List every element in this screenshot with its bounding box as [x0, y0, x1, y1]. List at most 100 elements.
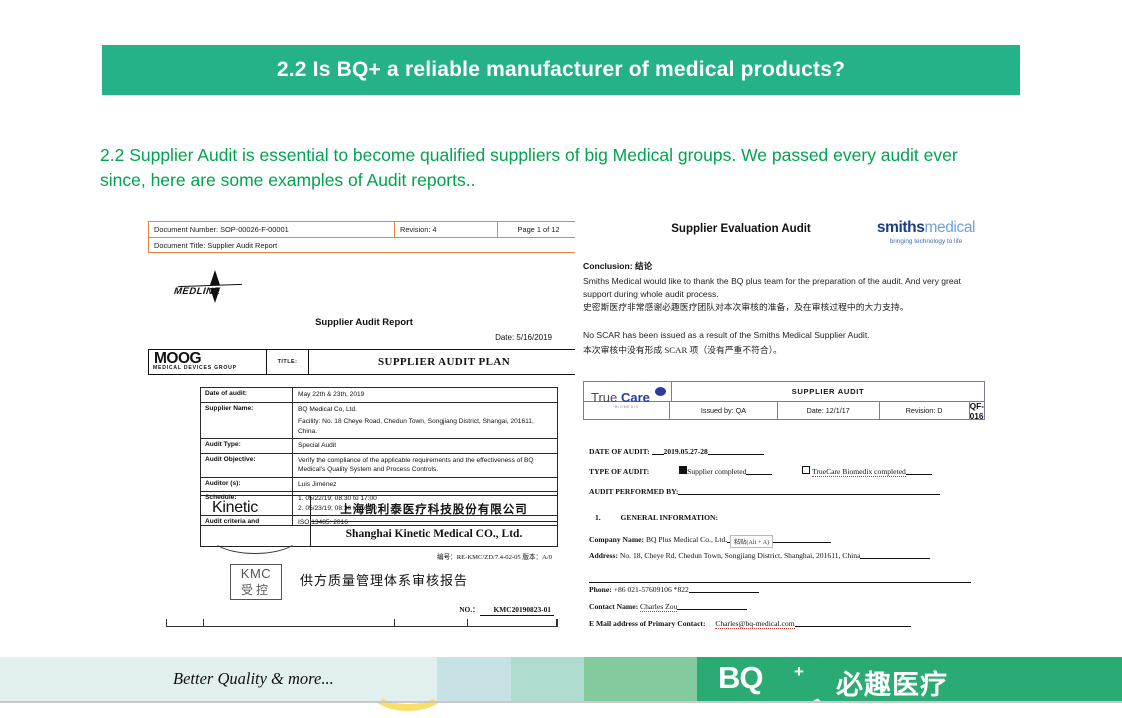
table-cell — [395, 619, 468, 626]
table-cell — [167, 619, 204, 626]
row-key: Schedule: — [201, 492, 293, 515]
row-value: ISO 13485: 2016 — [298, 519, 348, 525]
supplier-evaluation-audit-title: Supplier Evaluation Audit — [671, 223, 811, 235]
row-value-line1: 1. 05/22/19; 08:30 to 17:00 — [298, 495, 377, 502]
bq-swoosh-icon — [738, 672, 830, 718]
smiths-tagline: bringing technology to life — [889, 238, 963, 245]
medline-logo-icon: MEDLINE — [173, 269, 244, 305]
moog-title-label: TITLE: — [267, 350, 309, 374]
address-continuation-line — [589, 573, 971, 583]
row-value-line2: Facility: No. 18 Cheye Road, Chedun Town… — [298, 418, 534, 435]
kinetic-table-fragment — [166, 619, 558, 627]
company-name-value: BQ Plus Medical Co., Ltd. — [645, 535, 728, 544]
table-row: Issued by: QA Date: 12/1/17 Revision: D … — [584, 401, 984, 421]
kinetic-no-label: NO.： — [459, 605, 480, 614]
table-row: Audit Objective: Verify the compliance o… — [201, 453, 557, 478]
conclusion-text-cn: 史密斯医疗非常感谢必趣医疗团队对本次审核的准备，及在审核过程中的大力支持。 — [583, 302, 909, 312]
bq-wordmark: BQ — [718, 660, 763, 695]
medline-arrow-up-icon — [210, 270, 220, 285]
row-key: Audit Objective: — [201, 453, 293, 477]
speech-bubble-icon — [655, 387, 666, 396]
document-title-row: Document Title: Supplier Audit Report — [148, 238, 580, 253]
row-value: BQ Medical Co, Ltd. Facility: No. 18 Che… — [293, 403, 557, 439]
slide-subtitle: 2.2 Supplier Audit is essential to becom… — [100, 145, 958, 190]
email-value: Charles@bq-medical.com — [715, 619, 795, 629]
left-document-image[interactable]: Document Number: SOP-00026-F-00001 Revis… — [148, 221, 580, 641]
type-of-audit-label: TYPE OF AUDIT: — [589, 467, 650, 476]
row-key: Date of audit: — [201, 388, 293, 402]
phone-value: +86 021-57609106 *822 — [613, 585, 689, 594]
truecare-logo-icon: True Care BIOMEDIX — [585, 386, 671, 416]
kinetic-logo-icon: Kinetic — [201, 496, 311, 554]
kinetic-report-row: KMC 受控 供方质量管理体系审核报告 NO.： KMC20190823-01 — [166, 564, 558, 627]
section-title: GENERAL INFORMATION: — [620, 513, 719, 522]
moog-tagline: MEDICAL DEVICES GROUP — [153, 365, 237, 371]
kinetic-no-value: KMC20190823-01 — [479, 605, 554, 616]
section-number: 1. — [595, 513, 601, 522]
kinetic-arc-icon — [209, 516, 301, 554]
contact-name-field: Contact Name: Charles Zou — [589, 600, 748, 612]
row-value: Special Audit — [298, 442, 337, 449]
kinetic-company-name-cn: 上海凯利泰医疗科技股份有限公司 — [311, 496, 557, 522]
smiths-wordmark-1: smiths — [876, 219, 925, 236]
kmc-stamp-bottom: 受控 — [240, 583, 271, 597]
row-value: Verify the compliance of the applicable … — [298, 456, 534, 474]
type-option-1: Supplier completed — [687, 467, 747, 476]
truecare-audit-table: True Care BIOMEDIX SUPPLIER AUDIT Issued… — [583, 381, 985, 421]
moog-header-bar: MOOG MEDICAL DEVICES GROUP TITLE: SUPPLI… — [148, 349, 580, 375]
footer-divider — [0, 701, 1122, 703]
conclusion-heading: Conclusion: 结论 — [583, 261, 653, 271]
company-name-field: Company Name: BQ Plus Medical Co., Ltd. — [589, 533, 832, 544]
issued-by-cell: Issued by: QA — [670, 402, 778, 419]
checkbox-truecare-completed[interactable] — [802, 466, 811, 474]
right-document-image[interactable]: Supplier Evaluation Audit smithsmedical … — [575, 213, 995, 633]
row-value: May 22th & 23th, 2019 — [298, 391, 365, 398]
phone-field: Phone: +86 021-57609106 *822 — [589, 583, 759, 594]
table-cell — [204, 619, 395, 626]
table-cell — [468, 619, 557, 626]
slide-title-banner: 2.2 Is BQ+ a reliable manufacturer of me… — [102, 45, 1020, 95]
kinetic-report-title: 供方质量管理体系审核报告 — [300, 573, 469, 588]
kinetic-report-number: NO.： KMC20190823-01 — [459, 604, 554, 616]
email-field: E Mail address of Primary Contact: Charl… — [589, 617, 911, 629]
row-value: Luis Jiménez — [298, 480, 337, 488]
footer-band — [0, 657, 437, 703]
documents-area: Document Number: SOP-00026-F-00001 Revis… — [0, 213, 1122, 643]
table-row: True Care BIOMEDIX SUPPLIER AUDIT — [584, 382, 984, 409]
scar-text-en: No SCAR has been issued as a result of t… — [583, 330, 870, 340]
kinetic-wordmark: Kinetic — [212, 499, 258, 516]
date-of-audit-field: DATE OF AUDIT: 2019.05.27-28 — [589, 445, 764, 456]
row-value-line2: 2. 05/23/19; 08:30 to 16:00 — [298, 504, 377, 512]
row-key: Auditor (s): — [201, 477, 293, 491]
date-of-audit-label: DATE OF AUDIT: — [589, 447, 650, 456]
kinetic-header-box: Kinetic 上海凯利泰医疗科技股份有限公司 Shanghai Kinetic… — [200, 495, 558, 554]
date-cell: Date: 12/1/17 — [778, 402, 880, 419]
kmc-stamp-top: KMC — [240, 566, 272, 581]
supplier-audit-report-date: Date: 5/16/2019 — [495, 333, 552, 342]
supplier-audit-report-title: Supplier Audit Report — [315, 317, 413, 328]
kinetic-company-names: 上海凯利泰医疗科技股份有限公司 Shanghai Kinetic Medical… — [311, 496, 557, 546]
company-name-label: Company Name: — [589, 535, 645, 544]
table-cell-empty — [584, 402, 671, 419]
truecare-wordmark-2: Care — [621, 390, 650, 405]
contact-name-value: Charles Zou — [640, 602, 678, 612]
smiths-medical-logo-icon: smithsmedical bringing technology to lif… — [856, 219, 996, 245]
medline-arrow-down-icon — [210, 288, 220, 303]
footer-band — [437, 657, 511, 703]
bq-plus-sign: + — [794, 662, 804, 681]
scar-text-cn: 本次审核中没有形成 SCAR 项（没有严重不符合）。 — [583, 345, 782, 355]
table-row: Audit Type: Special Audit — [201, 439, 557, 454]
kinetic-company-name-en: Shanghai Kinetic Medical CO., Ltd. — [345, 528, 523, 540]
truecare-sublabel: BIOMEDIX — [615, 405, 639, 409]
row-key: Audit Type: — [201, 439, 293, 453]
phone-label: Phone: — [589, 585, 612, 594]
document-page: Page 1 of 12 — [517, 225, 560, 234]
document-number: Document Number: SOP-00026-F-00001 — [149, 222, 395, 237]
audit-performed-by-field: AUDIT PERFORMED BY: — [589, 485, 941, 496]
type-option-2: TrueCare Biomedix completed — [812, 467, 906, 477]
table-row: Supplier Name: BQ Medical Co, Ltd. Facil… — [201, 402, 557, 439]
supplier-audit-plan-title: SUPPLIER AUDIT PLAN — [377, 356, 511, 368]
kmc-controlled-stamp-icon: KMC 受控 — [230, 564, 282, 600]
document-revision: Revision: 4 — [395, 222, 498, 237]
checkbox-supplier-completed[interactable] — [679, 466, 688, 474]
